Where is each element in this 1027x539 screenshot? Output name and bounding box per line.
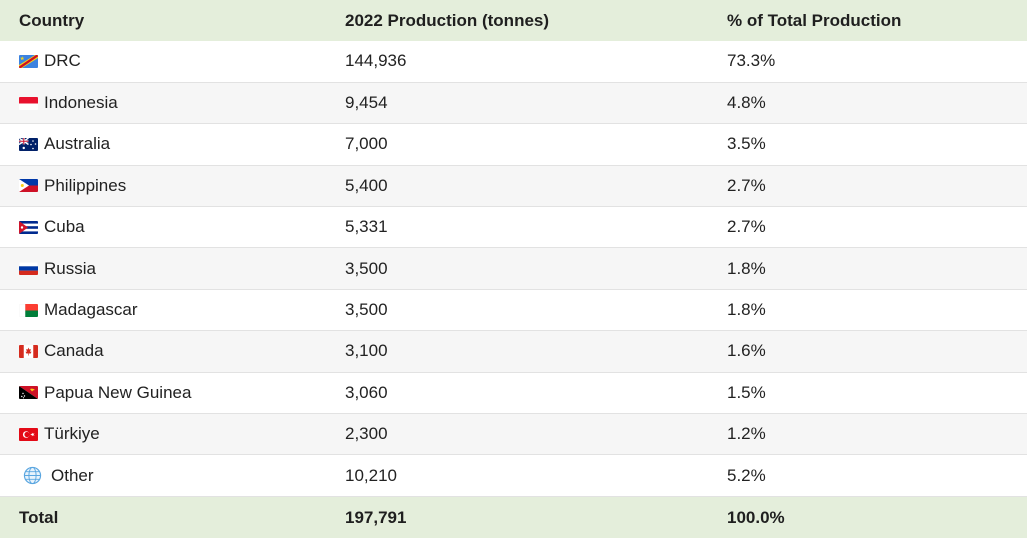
country-cell: Türkiye bbox=[0, 413, 326, 456]
country-name: Indonesia bbox=[44, 93, 118, 113]
country-cell: Philippines bbox=[0, 165, 326, 208]
country-name: Philippines bbox=[44, 175, 127, 195]
production-cell: 3,060 bbox=[326, 372, 708, 415]
share-cell: 2.7% bbox=[708, 206, 1027, 249]
share-cell: 1.2% bbox=[708, 413, 1027, 456]
production-cell: 3,500 bbox=[326, 247, 708, 290]
country-cell: Canada bbox=[0, 330, 326, 373]
total-row: Total 197,791 100.0% bbox=[0, 496, 1027, 539]
table-body: DRC 144,936 73.3% Indonesia 9,454 4.8% bbox=[0, 41, 1027, 497]
country-cell: Cuba bbox=[0, 206, 326, 249]
country-name: Canada bbox=[44, 341, 104, 361]
share-cell: 3.5% bbox=[708, 123, 1027, 166]
share-cell: 4.8% bbox=[708, 82, 1027, 125]
production-cell: 7,000 bbox=[326, 123, 708, 166]
globe-icon bbox=[23, 466, 42, 485]
canada-flag-icon bbox=[19, 344, 38, 358]
turkiye-flag-icon bbox=[19, 427, 38, 441]
philippines-flag-icon bbox=[19, 179, 38, 193]
total-production: 197,791 bbox=[345, 507, 407, 527]
table-row: Indonesia 9,454 4.8% bbox=[0, 82, 1027, 125]
production-cell: 3,500 bbox=[326, 289, 708, 332]
total-label: Total bbox=[19, 507, 59, 527]
header-share: % of Total Production bbox=[727, 10, 902, 30]
header-row: Country 2022 Production (tonnes) % of To… bbox=[0, 0, 1027, 41]
country-name: Papua New Guinea bbox=[44, 382, 192, 402]
table-row: Australia 7,000 3.5% bbox=[0, 123, 1027, 166]
table-row: Türkiye 2,300 1.2% bbox=[0, 413, 1027, 456]
table-row: DRC 144,936 73.3% bbox=[0, 41, 1027, 83]
production-cell: 3,100 bbox=[326, 330, 708, 373]
indonesia-flag-icon bbox=[19, 96, 38, 110]
table-row: Other 10,210 5.2% bbox=[0, 454, 1027, 497]
share-cell: 2.7% bbox=[708, 165, 1027, 208]
table-row: Papua New Guinea 3,060 1.5% bbox=[0, 372, 1027, 415]
table-row: Cuba 5,331 2.7% bbox=[0, 206, 1027, 249]
header-country: Country bbox=[19, 10, 85, 30]
production-cell: 10,210 bbox=[326, 454, 708, 497]
country-name: Australia bbox=[44, 134, 111, 154]
drc-flag-icon bbox=[19, 54, 38, 68]
production-cell: 9,454 bbox=[326, 82, 708, 125]
production-cell: 144,936 bbox=[326, 41, 708, 83]
country-cell: Other bbox=[0, 454, 326, 497]
country-name: Russia bbox=[44, 258, 96, 278]
table-footer: Total 197,791 100.0% bbox=[0, 496, 1027, 539]
share-cell: 73.3% bbox=[708, 41, 1027, 83]
share-cell: 1.8% bbox=[708, 289, 1027, 332]
papua-new-guinea-flag-icon bbox=[19, 386, 38, 400]
table-row: Madagascar 3,500 1.8% bbox=[0, 289, 1027, 332]
country-name: Türkiye bbox=[44, 424, 100, 444]
total-share: 100.0% bbox=[727, 507, 785, 527]
table-row: Canada 3,100 1.6% bbox=[0, 330, 1027, 373]
country-cell: DRC bbox=[0, 41, 326, 83]
madagascar-flag-icon bbox=[19, 303, 38, 317]
country-cell: Australia bbox=[0, 123, 326, 166]
share-cell: 1.8% bbox=[708, 247, 1027, 290]
australia-flag-icon bbox=[19, 137, 38, 151]
country-cell: Papua New Guinea bbox=[0, 372, 326, 415]
production-cell: 5,400 bbox=[326, 165, 708, 208]
country-name: Other bbox=[51, 465, 94, 485]
production-cell: 2,300 bbox=[326, 413, 708, 456]
production-cell: 5,331 bbox=[326, 206, 708, 249]
share-cell: 1.5% bbox=[708, 372, 1027, 415]
share-cell: 5.2% bbox=[708, 454, 1027, 497]
russia-flag-icon bbox=[19, 262, 38, 276]
country-name: Cuba bbox=[44, 217, 85, 237]
table-header: Country 2022 Production (tonnes) % of To… bbox=[0, 0, 1027, 41]
header-production: 2022 Production (tonnes) bbox=[345, 10, 550, 30]
table-row: Russia 3,500 1.8% bbox=[0, 247, 1027, 290]
country-cell: Russia bbox=[0, 247, 326, 290]
country-cell: Madagascar bbox=[0, 289, 326, 332]
cuba-flag-icon bbox=[19, 220, 38, 234]
country-name: DRC bbox=[44, 51, 81, 71]
table-row: Philippines 5,400 2.7% bbox=[0, 165, 1027, 208]
country-cell: Indonesia bbox=[0, 82, 326, 125]
share-cell: 1.6% bbox=[708, 330, 1027, 373]
country-name: Madagascar bbox=[44, 300, 138, 320]
